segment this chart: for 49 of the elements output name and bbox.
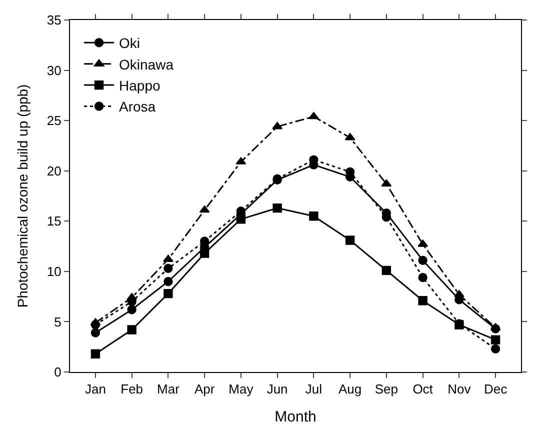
y-tick-label: 35	[46, 12, 62, 28]
x-tick-label: Aug	[338, 382, 362, 397]
point	[199, 205, 210, 213]
point	[272, 203, 282, 213]
x-tick-label: Apr	[194, 382, 216, 397]
point	[164, 264, 173, 274]
x-tick-label: Oct	[412, 382, 434, 397]
point	[90, 328, 100, 338]
x-tick-label: Jul	[305, 382, 322, 397]
point	[308, 112, 319, 120]
y-axis-title: Photochemical ozone build up (ppb)	[14, 84, 31, 308]
x-tick-label: Feb	[120, 382, 144, 397]
legend-label: Arosa	[119, 98, 156, 115]
y-tick-label: 5	[54, 314, 62, 330]
point	[164, 288, 173, 298]
point	[164, 276, 173, 286]
point	[418, 296, 428, 306]
legend-label: Oki	[119, 35, 140, 52]
point	[309, 212, 318, 221]
x-tick-label: Nov	[448, 382, 472, 397]
point	[236, 214, 246, 224]
y-tick-label: 25	[46, 113, 62, 128]
point	[418, 256, 428, 265]
y-tick-label: 20	[46, 163, 62, 178]
point	[490, 344, 500, 354]
legend-label: Happo	[119, 78, 160, 94]
point	[90, 320, 100, 330]
point	[200, 248, 210, 258]
point	[127, 305, 136, 314]
point	[90, 349, 100, 358]
y-tick-label: 15	[46, 214, 62, 229]
point	[454, 290, 464, 298]
x-tick-label: May	[228, 382, 254, 397]
x-tick-label: Dec	[484, 382, 508, 397]
x-tick-label: Jan	[84, 382, 106, 397]
legend-label: Okinawa	[119, 56, 174, 72]
point	[490, 335, 500, 344]
x-axis-title: Month	[274, 408, 316, 426]
y-tick-label: 0	[54, 364, 62, 380]
point	[127, 325, 136, 334]
point	[381, 179, 392, 187]
y-tick-label: 30	[46, 62, 62, 78]
point	[382, 266, 392, 276]
x-tick-label: Sep	[374, 382, 398, 397]
point	[345, 236, 355, 245]
x-tick-label: Jun	[266, 382, 288, 397]
y-tick-label: 10	[46, 264, 62, 279]
x-tick-label: Mar	[157, 382, 180, 397]
point	[418, 272, 428, 282]
